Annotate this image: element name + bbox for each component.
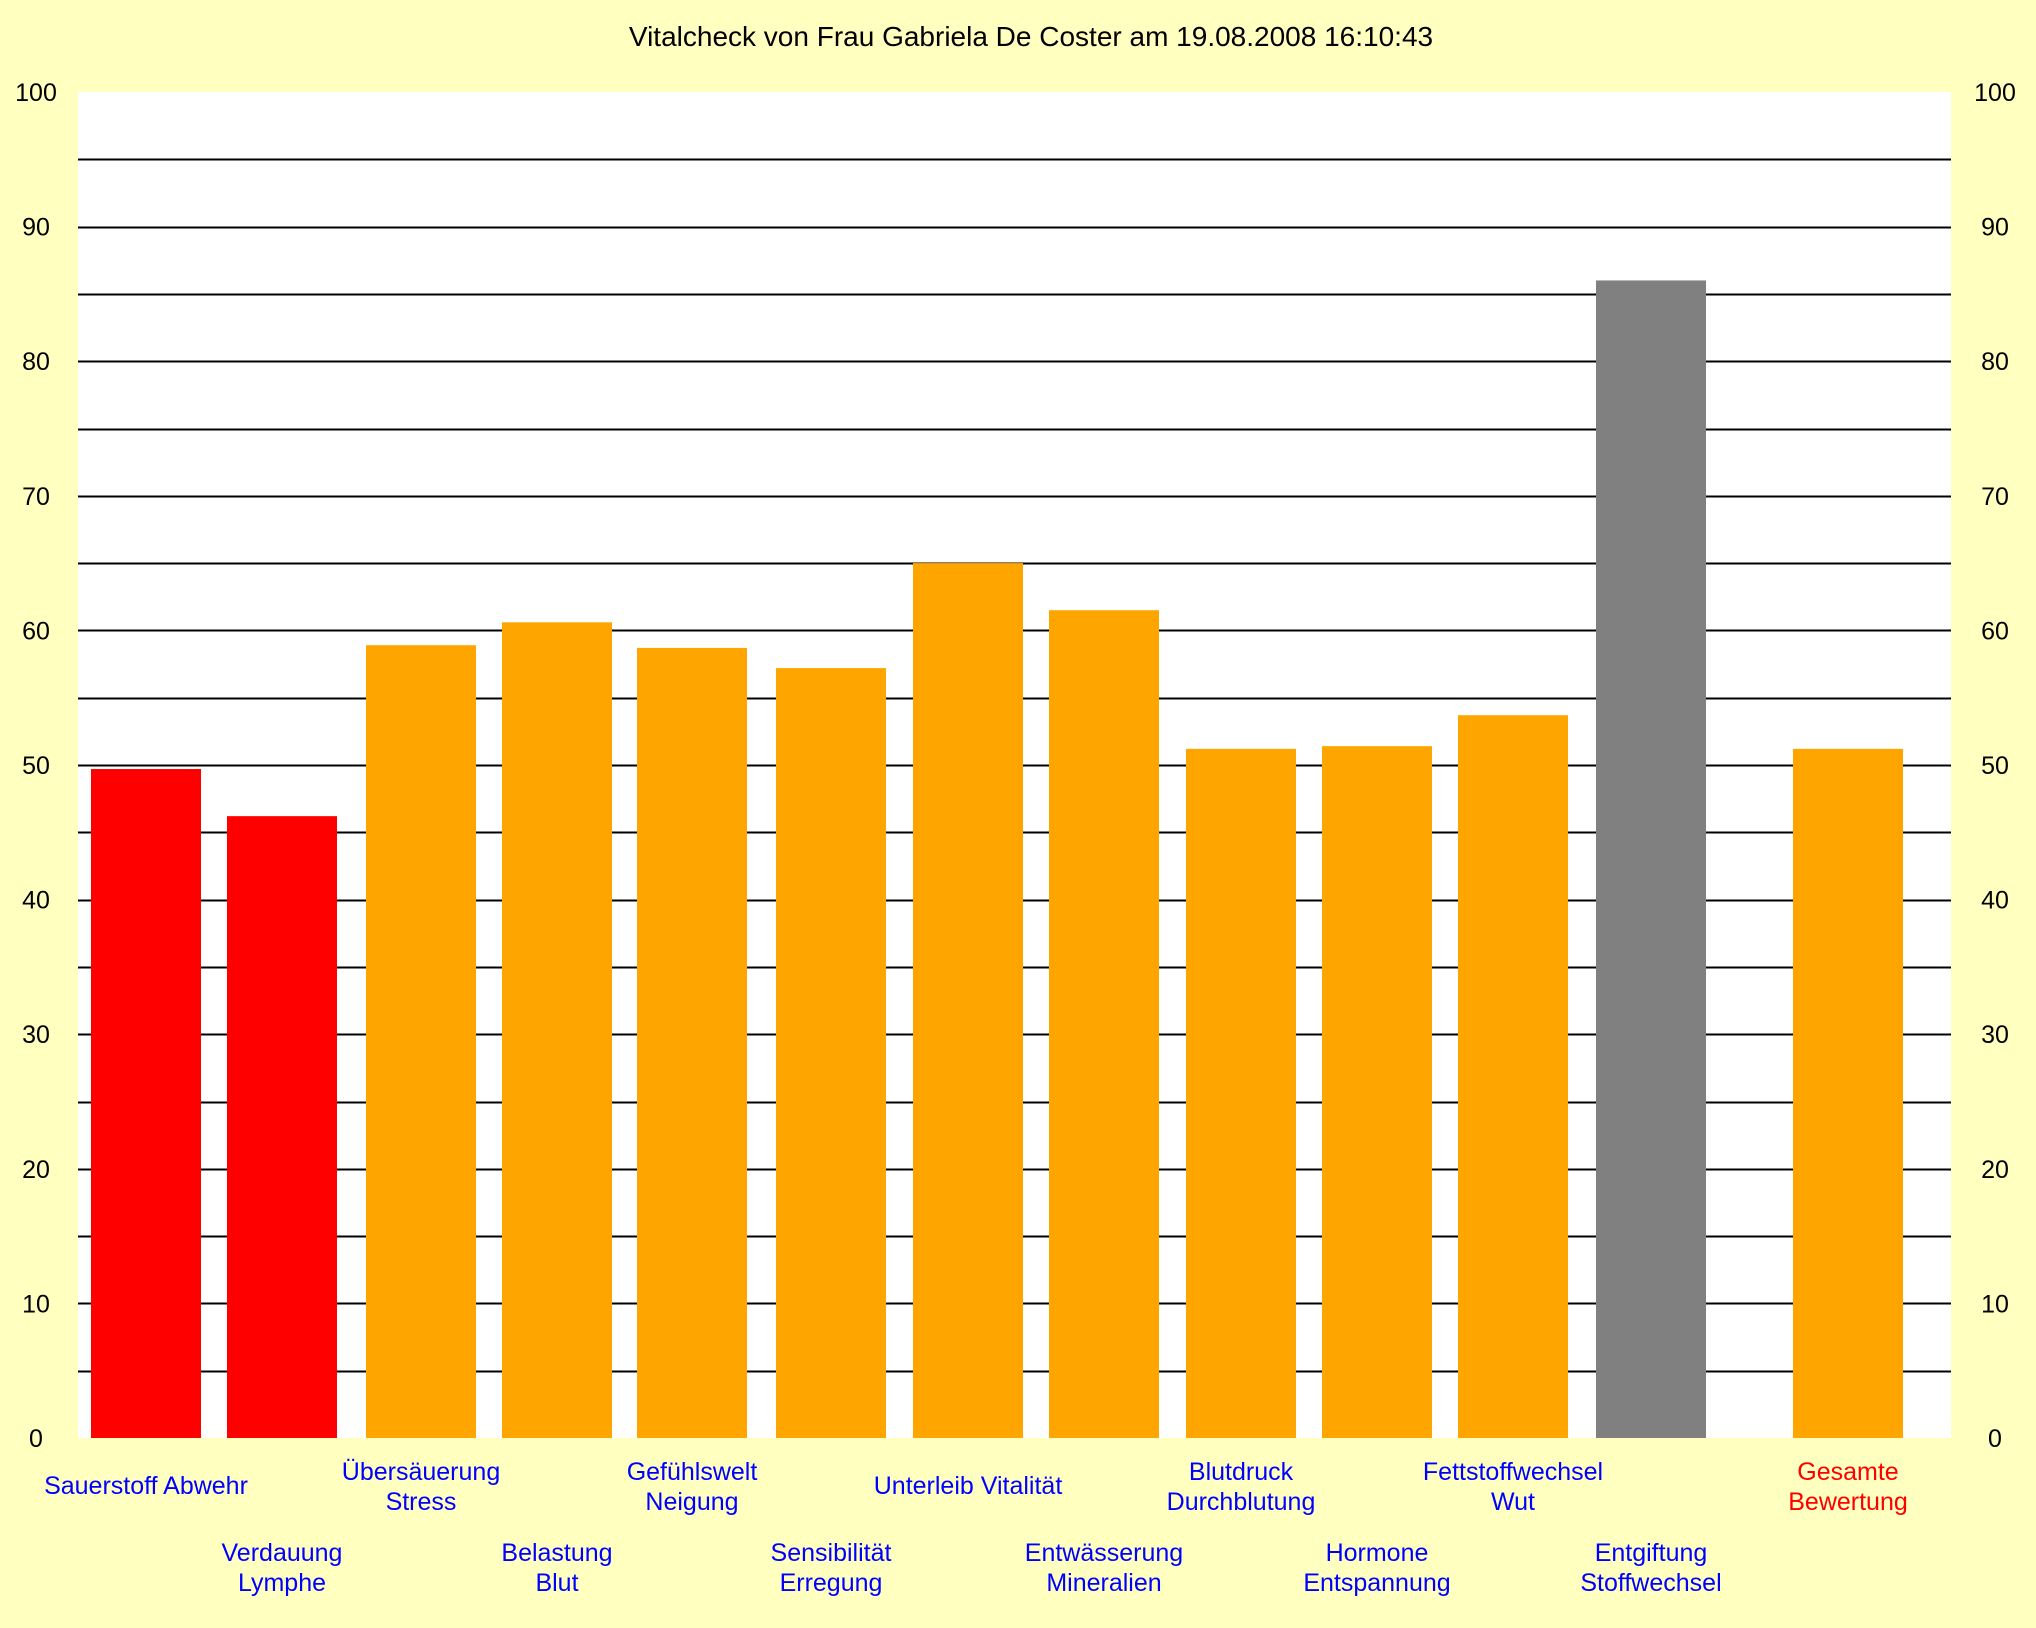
bar	[1793, 748, 1903, 1438]
y-tick-label-right: 10	[1981, 1290, 2009, 1318]
x-category-label: Blut	[535, 1569, 578, 1597]
y-tick-label-right: 70	[1981, 483, 2009, 511]
y-tick-label-left: 50	[22, 752, 50, 780]
bar	[1322, 746, 1432, 1438]
bar	[227, 816, 337, 1438]
bar	[913, 563, 1023, 1438]
x-category-label: Stress	[386, 1488, 457, 1516]
y-tick-label-right: 60	[1981, 617, 2009, 645]
y-tick-label-right: 20	[1981, 1156, 2009, 1184]
y-tick-label-right: 0	[1988, 1425, 2002, 1453]
y-tick-label-right: 40	[1981, 887, 2009, 915]
x-category-label: Bewertung	[1788, 1488, 1908, 1516]
bar	[1596, 280, 1706, 1439]
bar	[1458, 715, 1568, 1438]
x-category-label: Gesamte	[1797, 1458, 1898, 1486]
x-category-label: Entwässerung	[1025, 1539, 1183, 1567]
bar	[1186, 748, 1296, 1438]
x-category-label: Unterleib Vitalität	[874, 1472, 1063, 1500]
bar	[366, 645, 476, 1438]
bar	[637, 647, 747, 1438]
x-category-label: Fettstoffwechsel	[1423, 1458, 1603, 1486]
x-category-label: Wut	[1491, 1488, 1535, 1516]
x-category-label: Neigung	[645, 1488, 738, 1516]
y-tick-label-right: 50	[1981, 752, 2009, 780]
x-category-label: Mineralien	[1046, 1569, 1161, 1597]
x-category-label: Durchblutung	[1167, 1488, 1316, 1516]
x-category-label: Sauerstoff Abwehr	[44, 1472, 248, 1500]
y-tick-label-left: 30	[22, 1021, 50, 1049]
y-tick-label-left: 90	[22, 214, 50, 242]
x-category-label: Stoffwechsel	[1580, 1569, 1721, 1597]
x-category-label: Sensibilität	[771, 1539, 892, 1567]
chart-title: Vitalcheck von Frau Gabriela De Coster a…	[629, 21, 1433, 52]
x-category-label: Entspannung	[1303, 1569, 1450, 1597]
y-tick-label-left: 80	[22, 348, 50, 376]
y-tick-label-right: 100	[1974, 79, 2016, 107]
bar	[1049, 610, 1159, 1438]
x-category-label: Erregung	[780, 1569, 883, 1597]
y-tick-label-left: 60	[22, 617, 50, 645]
x-category-label: Belastung	[501, 1539, 612, 1567]
x-category-label: Blutdruck	[1189, 1458, 1294, 1486]
x-category-label: Verdauung	[222, 1539, 343, 1567]
x-category-label: Übersäuerung	[342, 1458, 500, 1486]
x-category-label: Lymphe	[238, 1569, 326, 1597]
y-tick-label-right: 90	[1981, 214, 2009, 242]
y-tick-label-right: 30	[1981, 1021, 2009, 1049]
y-tick-label-left: 40	[22, 887, 50, 915]
y-tick-label-left: 100	[15, 79, 57, 107]
x-category-label: Hormone	[1326, 1539, 1429, 1567]
bar	[91, 769, 201, 1438]
y-tick-label-left: 10	[22, 1290, 50, 1318]
y-tick-label-left: 70	[22, 483, 50, 511]
x-category-label: Entgiftung	[1595, 1539, 1708, 1567]
bar	[502, 622, 612, 1438]
y-tick-label-left: 20	[22, 1156, 50, 1184]
x-category-label: Gefühlswelt	[627, 1458, 758, 1486]
bar	[776, 668, 886, 1438]
y-tick-label-left: 0	[29, 1425, 43, 1453]
y-tick-label-right: 80	[1981, 348, 2009, 376]
